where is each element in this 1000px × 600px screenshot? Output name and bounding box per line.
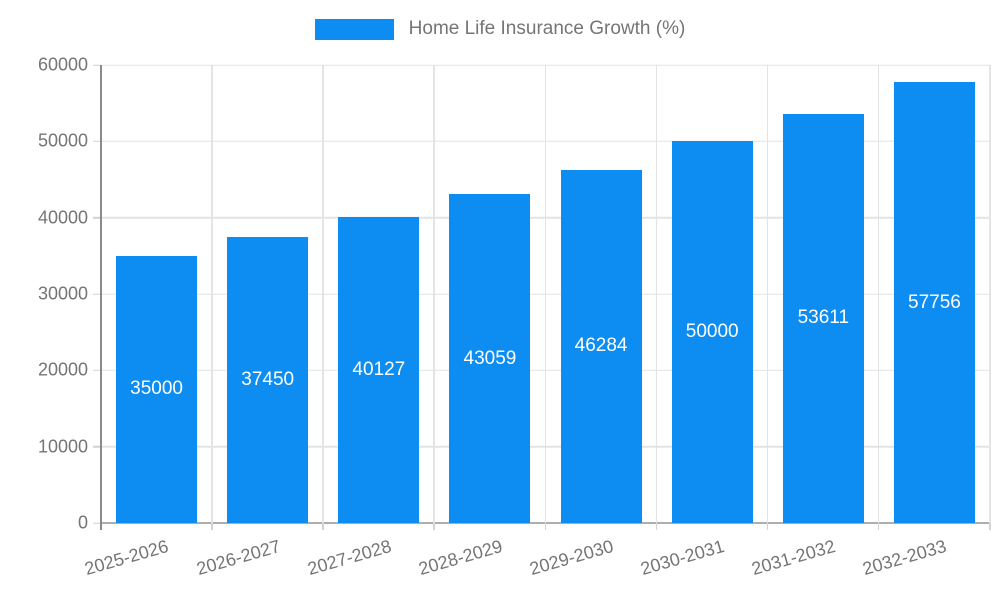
x-axis-labels: 2025-2026 2026-2027 2027-2028 2028-2029 2029… <box>83 530 990 596</box>
bar[interactable]: 50000 <box>671 141 753 523</box>
bar[interactable]: 53611 <box>782 113 864 523</box>
y-tick-mark <box>93 64 101 66</box>
x-tick-label: 2025-2026 <box>82 536 172 579</box>
bar-value-label: 40127 <box>352 358 406 380</box>
x-tick-mark <box>989 523 991 530</box>
x-tick-label: 2028-2029 <box>416 536 505 579</box>
x-tick-label: 2026-2027 <box>193 536 283 579</box>
x-tick-mark <box>322 523 324 530</box>
x-tick-mark <box>766 523 769 530</box>
bar[interactable]: 43059 <box>449 194 531 523</box>
bar-value-label: 46284 <box>574 335 628 357</box>
x-tick-label: 2032-2033 <box>860 536 949 579</box>
y-tick-mark <box>93 140 101 143</box>
v-gridline <box>655 65 658 523</box>
x-tick-label: 2030-2031 <box>638 536 727 579</box>
v-gridline <box>989 65 991 523</box>
bar-value-label: 57756 <box>908 291 961 313</box>
v-gridline <box>877 65 880 523</box>
bar[interactable]: 46284 <box>560 169 642 523</box>
y-tick-label: 20000 <box>37 359 88 380</box>
y-tick-label: 50000 <box>37 130 88 151</box>
y-tick-label: 10000 <box>37 436 88 457</box>
y-tick-label: 40000 <box>37 207 88 228</box>
v-gridline <box>322 65 324 523</box>
bar-value-label: 43059 <box>463 347 517 369</box>
y-tick-mark <box>93 293 101 295</box>
y-tick-label: 30000 <box>37 283 88 304</box>
x-tick-mark <box>544 523 546 530</box>
x-tick-mark <box>211 523 213 530</box>
x-tick-mark <box>655 523 658 530</box>
bar-value-label: 50000 <box>685 321 739 343</box>
v-gridline <box>766 65 769 523</box>
bar[interactable]: 37450 <box>227 237 309 523</box>
bar[interactable]: 40127 <box>338 216 420 523</box>
y-axis-labels: 0 10000 20000 30000 40000 50000 60000 <box>0 55 88 533</box>
v-gridline <box>211 65 213 523</box>
y-axis-line <box>100 65 102 530</box>
y-tick-label: 0 <box>77 512 88 533</box>
bar[interactable]: 57756 <box>893 82 975 523</box>
x-tick-label: 2029-2030 <box>527 536 616 579</box>
legend-swatch-icon <box>314 19 394 40</box>
y-tick-mark <box>93 216 101 219</box>
x-tick-mark <box>877 523 880 530</box>
v-gridline <box>433 65 435 523</box>
y-tick-mark <box>93 369 101 372</box>
bar-value-label: 37450 <box>241 369 295 391</box>
legend-label: Home Life Insurance Growth (%) <box>408 18 686 40</box>
x-tick-mark <box>433 523 435 530</box>
plot-area: 35000 37450 40127 43059 46284 50000 53611 57756 <box>93 64 991 530</box>
x-tick-label: 2027-2028 <box>305 536 394 579</box>
y-tick-mark <box>93 522 101 524</box>
y-tick-mark <box>93 445 101 448</box>
v-gridline <box>544 65 546 523</box>
legend[interactable]: Home Life Insurance Growth (%) <box>0 18 1000 40</box>
y-tick-label: 60000 <box>37 54 88 75</box>
x-tick-label: 2031-2032 <box>749 536 838 579</box>
bar-value-label: 35000 <box>130 378 183 400</box>
bar-value-label: 53611 <box>797 307 850 329</box>
bar[interactable]: 35000 <box>116 255 198 523</box>
